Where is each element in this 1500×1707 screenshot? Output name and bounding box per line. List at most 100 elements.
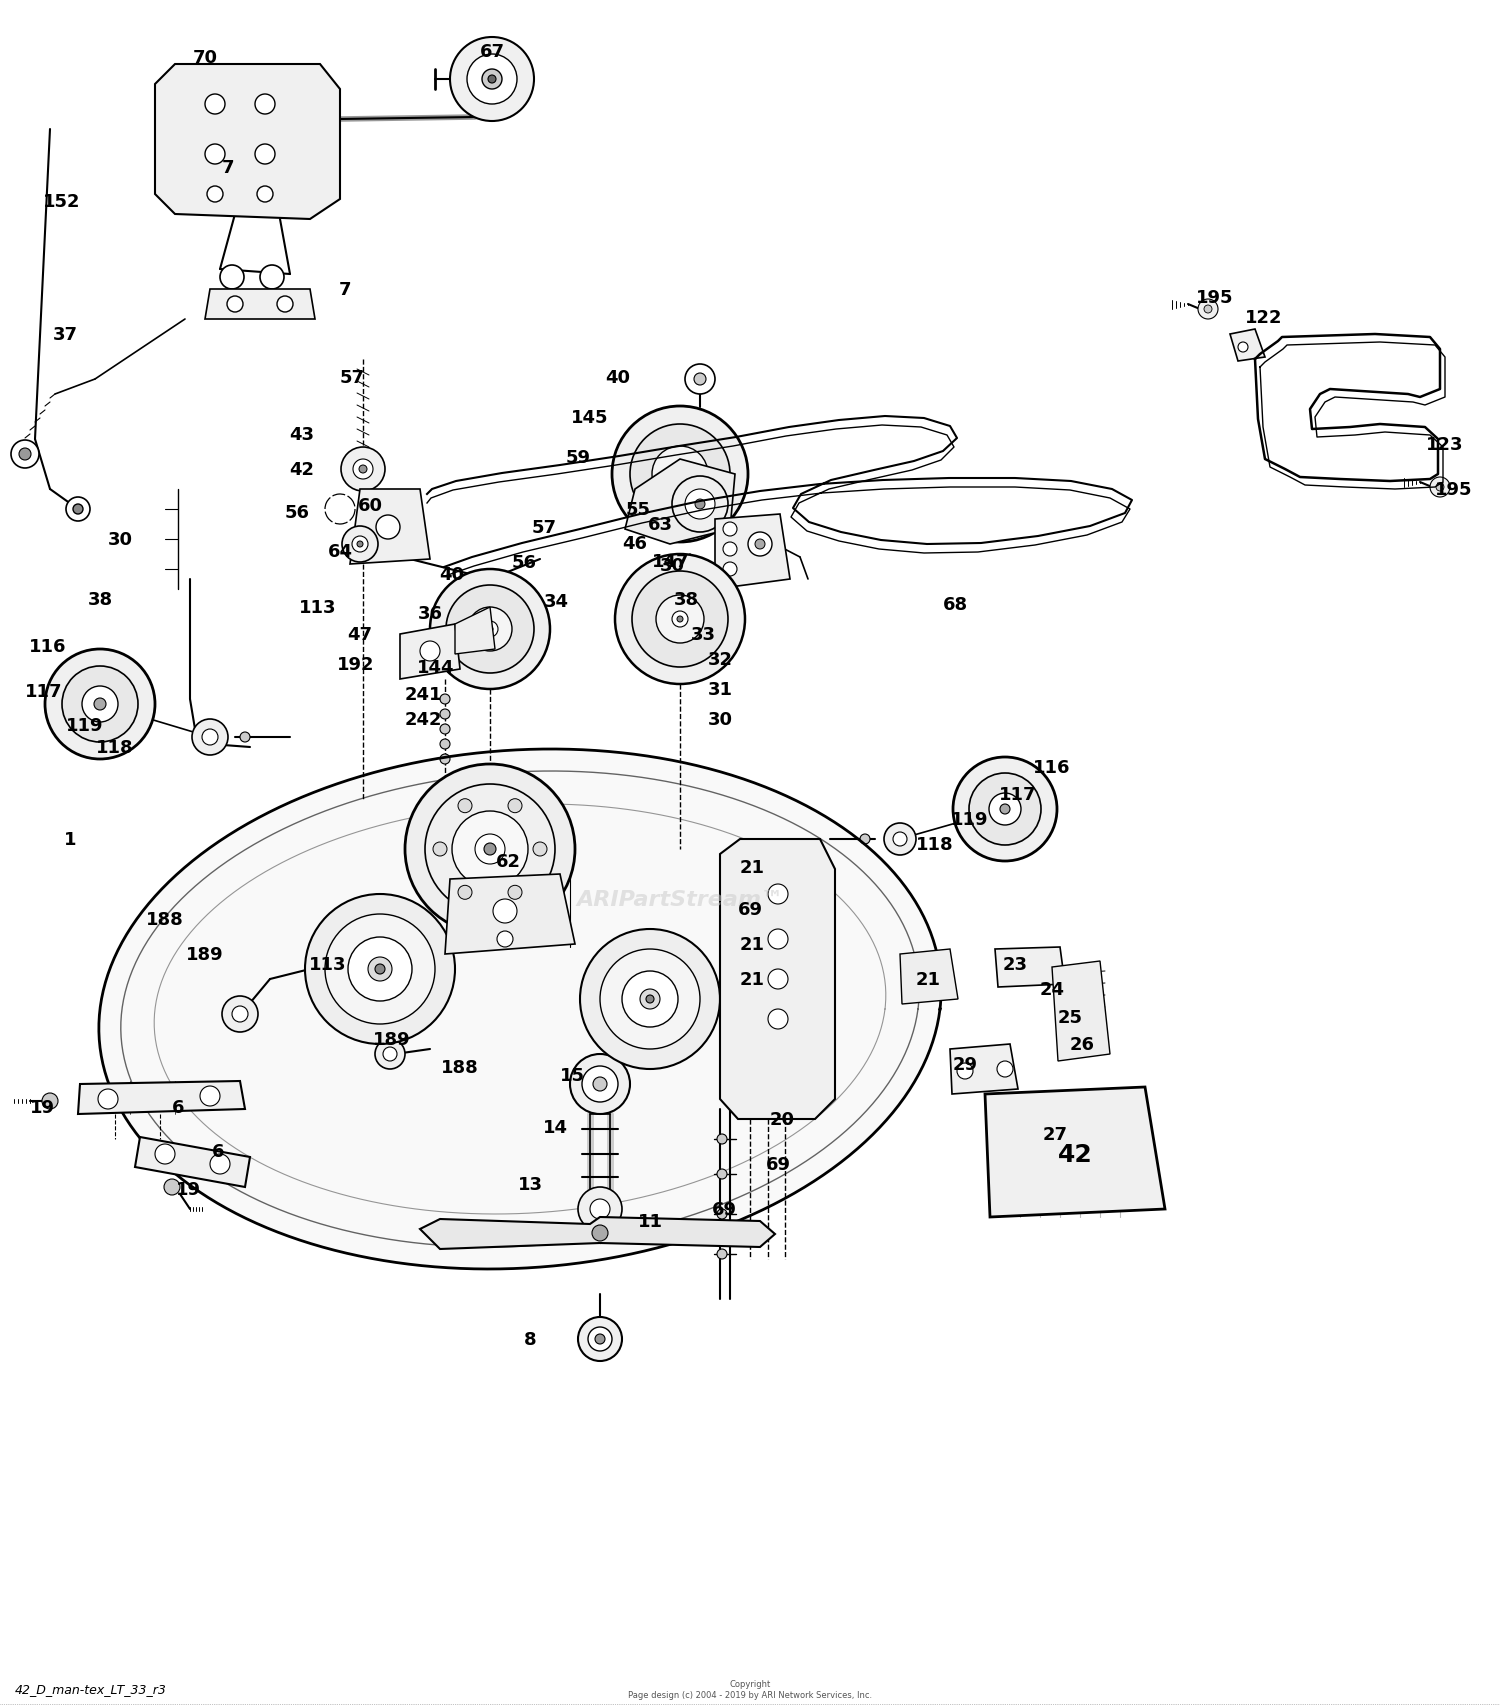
Text: 189: 189 — [186, 946, 224, 963]
Circle shape — [676, 616, 682, 623]
Circle shape — [74, 505, 82, 516]
Polygon shape — [99, 749, 940, 1270]
Circle shape — [859, 835, 870, 845]
Circle shape — [717, 1250, 728, 1260]
Polygon shape — [400, 625, 460, 679]
Text: 118: 118 — [96, 739, 134, 756]
Circle shape — [717, 1169, 728, 1180]
Polygon shape — [626, 459, 735, 545]
Circle shape — [255, 96, 274, 114]
Circle shape — [969, 773, 1041, 845]
Circle shape — [476, 835, 506, 864]
Text: 64: 64 — [327, 543, 352, 560]
Circle shape — [532, 843, 548, 857]
Circle shape — [468, 608, 512, 652]
Circle shape — [62, 667, 138, 743]
Text: 13: 13 — [518, 1176, 543, 1193]
Text: 113: 113 — [309, 956, 347, 973]
Circle shape — [375, 964, 386, 975]
Text: 195: 195 — [1436, 481, 1473, 498]
Circle shape — [1238, 343, 1248, 353]
Text: 119: 119 — [951, 811, 988, 828]
Polygon shape — [350, 490, 430, 565]
Text: 69: 69 — [738, 901, 762, 918]
Text: 123: 123 — [1426, 435, 1464, 454]
Text: 24: 24 — [1040, 980, 1065, 999]
Text: 43: 43 — [290, 425, 315, 444]
Text: 20: 20 — [770, 1110, 795, 1128]
Circle shape — [10, 440, 39, 469]
Circle shape — [676, 471, 684, 478]
Polygon shape — [900, 949, 958, 1004]
Circle shape — [754, 539, 765, 550]
Circle shape — [154, 1144, 176, 1164]
Circle shape — [488, 75, 496, 84]
Circle shape — [192, 720, 228, 756]
Text: 152: 152 — [44, 193, 81, 212]
Circle shape — [694, 374, 706, 386]
Circle shape — [509, 886, 522, 900]
Circle shape — [440, 754, 450, 765]
Circle shape — [352, 459, 374, 480]
Text: 7: 7 — [339, 282, 351, 299]
Text: 68: 68 — [942, 596, 968, 613]
Circle shape — [717, 1135, 728, 1144]
Circle shape — [42, 1094, 58, 1110]
Circle shape — [440, 695, 450, 705]
Circle shape — [440, 710, 450, 720]
Text: 37: 37 — [53, 326, 78, 343]
Circle shape — [1430, 478, 1450, 498]
Text: 122: 122 — [1245, 309, 1282, 326]
Circle shape — [656, 596, 704, 644]
Text: 60: 60 — [357, 497, 382, 516]
Text: 30: 30 — [108, 531, 132, 548]
Text: 26: 26 — [1070, 1036, 1095, 1053]
Circle shape — [358, 466, 368, 475]
Text: 21: 21 — [740, 971, 765, 988]
Circle shape — [768, 970, 788, 990]
Circle shape — [433, 843, 447, 857]
Polygon shape — [950, 1045, 1018, 1094]
Circle shape — [20, 449, 32, 461]
Text: 25: 25 — [1058, 1009, 1083, 1026]
Circle shape — [717, 1209, 728, 1219]
Circle shape — [357, 541, 363, 548]
Circle shape — [240, 732, 250, 743]
Text: 40: 40 — [606, 369, 630, 387]
Circle shape — [957, 1063, 974, 1079]
Text: 34: 34 — [543, 592, 568, 611]
Text: 55: 55 — [626, 500, 651, 519]
Polygon shape — [1052, 961, 1110, 1062]
Text: 23: 23 — [1002, 956, 1028, 973]
Polygon shape — [446, 874, 574, 954]
Polygon shape — [1230, 329, 1264, 362]
Circle shape — [592, 1226, 608, 1241]
Circle shape — [892, 833, 908, 847]
Circle shape — [206, 96, 225, 114]
Text: 7: 7 — [222, 159, 234, 178]
Text: 56: 56 — [512, 553, 537, 572]
Polygon shape — [206, 290, 315, 319]
Circle shape — [988, 794, 1022, 826]
Circle shape — [694, 500, 705, 510]
Text: 14: 14 — [543, 1118, 567, 1137]
Circle shape — [582, 1067, 618, 1103]
Circle shape — [376, 516, 400, 539]
Polygon shape — [454, 608, 495, 654]
Circle shape — [200, 1086, 220, 1106]
Text: Copyright
Page design (c) 2004 - 2019 by ARI Network Services, Inc.: Copyright Page design (c) 2004 - 2019 by… — [628, 1680, 872, 1698]
Circle shape — [82, 686, 118, 722]
Text: 33: 33 — [690, 626, 715, 644]
Polygon shape — [994, 947, 1065, 987]
Circle shape — [278, 297, 292, 312]
Circle shape — [1000, 804, 1010, 814]
Circle shape — [652, 447, 708, 502]
Polygon shape — [154, 65, 340, 220]
Circle shape — [600, 949, 700, 1050]
Text: 117: 117 — [999, 785, 1036, 804]
Circle shape — [256, 186, 273, 203]
Text: 59: 59 — [566, 449, 591, 466]
Circle shape — [207, 186, 224, 203]
Text: 29: 29 — [952, 1055, 978, 1074]
Text: 70: 70 — [192, 50, 217, 67]
